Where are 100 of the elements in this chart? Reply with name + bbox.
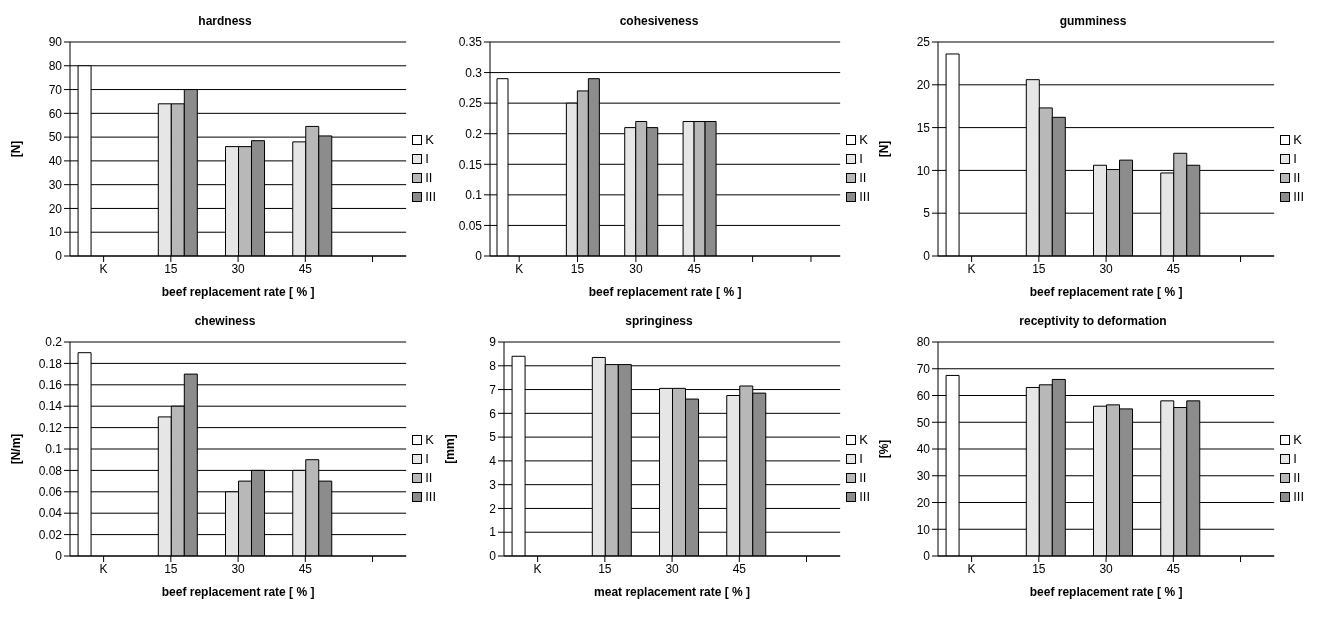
- legend-label: I: [859, 451, 863, 466]
- legend-label: I: [859, 151, 863, 166]
- legend-label: II: [859, 470, 867, 485]
- legend-label: III: [1293, 189, 1304, 204]
- x-tick-label: 30: [231, 261, 246, 276]
- y-tick-label: 50: [48, 130, 63, 145]
- y-tick-label: 0.18: [38, 356, 63, 371]
- chart-title: gumminess: [1059, 13, 1127, 30]
- y-tick-label: 0: [489, 549, 497, 564]
- y-tick-label: 6: [489, 406, 497, 421]
- y-tick-label: 10: [916, 163, 931, 178]
- x-tick-label: 15: [164, 561, 178, 576]
- y-tick-label: 0.08: [38, 463, 63, 478]
- y-tick-label: 5: [923, 206, 931, 221]
- y-tick-label: 0: [475, 249, 483, 264]
- legend-label: III: [425, 189, 436, 204]
- legend-label: II: [425, 170, 433, 185]
- y-tick-label: 3: [489, 477, 497, 492]
- y-axis-title: [mm]: [443, 434, 458, 464]
- legend-label: III: [1293, 489, 1304, 504]
- y-tick-label: 0: [923, 249, 931, 264]
- legend-label: K: [859, 432, 868, 447]
- y-tick-label: 4: [489, 454, 497, 469]
- y-tick-label: 60: [916, 388, 931, 403]
- y-tick-label: 0: [55, 249, 63, 264]
- y-tick-label: 7: [489, 382, 497, 397]
- x-tick-label: 30: [629, 261, 643, 276]
- legend-label: II: [1293, 470, 1301, 485]
- x-tick-label: 45: [298, 261, 313, 276]
- legend-label: K: [425, 432, 434, 447]
- x-tick-label: 15: [1032, 561, 1046, 576]
- y-tick-label: 5: [489, 430, 497, 445]
- legend-label: II: [1293, 170, 1301, 185]
- legend-label: III: [859, 489, 870, 504]
- legend-label: K: [1293, 132, 1302, 147]
- y-tick-label: 0.06: [38, 485, 63, 500]
- chart-title: springiness: [625, 313, 693, 330]
- y-tick-label: 9: [489, 335, 497, 350]
- x-tick-label: 30: [665, 561, 680, 576]
- x-tick-label: K: [99, 261, 108, 276]
- x-tick-label: 45: [687, 261, 702, 276]
- y-axis-title: [N]: [9, 140, 24, 158]
- x-axis-title: beef replacement rate [ % ]: [1029, 285, 1183, 299]
- y-tick-label: 20: [48, 201, 63, 216]
- legend-label: I: [1293, 451, 1297, 466]
- x-axis-title: beef replacement rate [ % ]: [1029, 585, 1183, 599]
- x-tick-label: K: [515, 261, 524, 276]
- legend-label: K: [1293, 432, 1302, 447]
- x-tick-label: 15: [1032, 261, 1046, 276]
- legend-label: I: [425, 451, 429, 466]
- y-tick-label: 50: [916, 415, 931, 430]
- x-axis-title: beef replacement rate [ % ]: [161, 285, 315, 299]
- x-tick-label: K: [967, 561, 976, 576]
- y-tick-label: 0.04: [38, 506, 63, 521]
- y-tick-label: 10: [916, 522, 931, 537]
- x-axis-title: meat replacement rate [ % ]: [594, 585, 751, 599]
- y-tick-label: 15: [916, 120, 931, 135]
- legend-label: I: [425, 151, 429, 166]
- y-tick-label: 0: [923, 549, 931, 564]
- y-tick-label: 0.02: [38, 527, 63, 542]
- x-tick-label: 45: [298, 561, 313, 576]
- x-tick-label: 45: [1166, 261, 1181, 276]
- y-tick-label: 8: [489, 359, 497, 374]
- x-tick-label: K: [967, 261, 976, 276]
- y-tick-label: 90: [48, 35, 63, 50]
- y-tick-label: 0.1: [45, 442, 63, 457]
- x-tick-label: 45: [1166, 561, 1181, 576]
- y-tick-label: 0.05: [458, 218, 483, 233]
- y-tick-label: 0.25: [458, 96, 483, 111]
- chart-title: cohesiveness: [619, 13, 699, 30]
- y-tick-label: 30: [916, 469, 931, 484]
- x-tick-label: 15: [570, 261, 585, 276]
- y-tick-label: 0.35: [458, 35, 483, 50]
- y-tick-label: 20: [916, 495, 931, 510]
- x-axis-title: beef replacement rate [ % ]: [161, 585, 315, 599]
- y-axis-title: [%]: [877, 439, 892, 459]
- y-tick-label: 25: [916, 35, 931, 50]
- y-tick-label: 0.14: [38, 399, 63, 414]
- x-tick-label: K: [99, 561, 108, 576]
- x-tick-label: K: [533, 561, 542, 576]
- chart-title: receptivity to deformation: [1019, 313, 1167, 330]
- y-tick-label: 0: [55, 549, 63, 564]
- y-tick-label: 70: [916, 362, 931, 377]
- legend-label: K: [859, 132, 868, 147]
- x-tick-label: 15: [598, 561, 612, 576]
- y-tick-label: 0.3: [465, 65, 483, 80]
- x-tick-label: 15: [164, 261, 178, 276]
- legend-label: III: [425, 489, 436, 504]
- y-tick-label: 0.16: [38, 378, 63, 393]
- legend-label: II: [859, 170, 867, 185]
- y-tick-label: 20: [916, 78, 931, 93]
- legend-label: K: [425, 132, 434, 147]
- y-axis-title: [N]: [877, 140, 892, 158]
- y-tick-label: 60: [48, 106, 63, 121]
- legend-label: I: [1293, 151, 1297, 166]
- y-tick-label: 0.2: [465, 126, 483, 141]
- y-tick-label: 10: [48, 225, 63, 240]
- x-tick-label: 30: [1099, 261, 1114, 276]
- legend-label: III: [859, 189, 870, 204]
- chart-title: chewiness: [194, 313, 256, 330]
